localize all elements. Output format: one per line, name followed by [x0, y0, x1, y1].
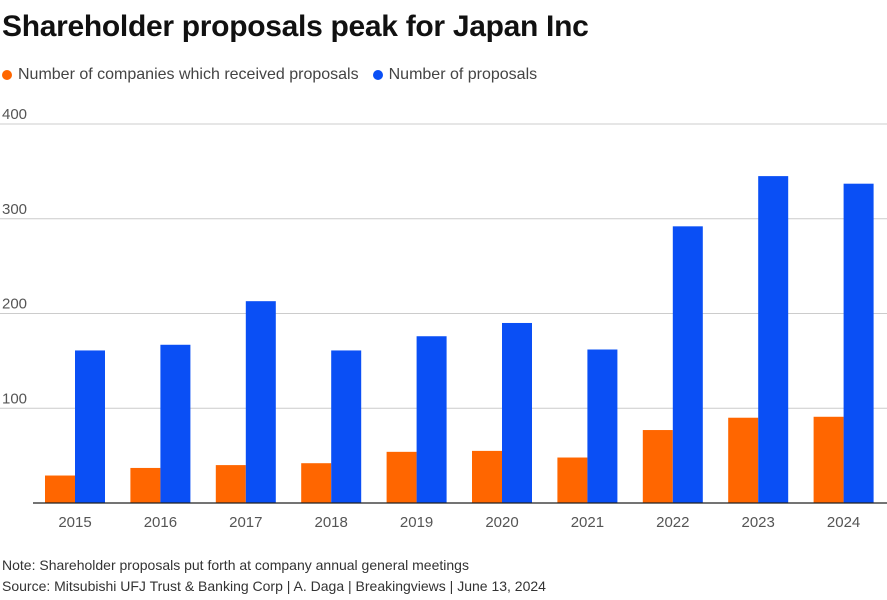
bar-companies: [557, 457, 588, 503]
bar-proposals: [502, 322, 532, 503]
bar-proposals: [587, 349, 618, 503]
bar-proposals: [416, 336, 447, 503]
bar-proposals: [331, 350, 362, 503]
bar-companies: [642, 430, 673, 503]
bar-proposals: [75, 350, 105, 503]
x-tick-label: 2024: [827, 514, 860, 531]
legend-item-companies: Number of companies which received propo…: [2, 66, 359, 84]
y-tick-label: 300: [2, 201, 27, 218]
bar-companies: [386, 451, 417, 503]
x-tick-label: 2021: [571, 514, 604, 531]
x-tick-label: 2023: [742, 514, 775, 531]
bar-companies: [301, 463, 332, 503]
bar-proposals: [245, 301, 276, 503]
bar-companies: [130, 467, 161, 503]
legend-item-proposals: Number of proposals: [372, 66, 538, 84]
legend-swatch-companies: [2, 70, 12, 80]
bar-proposals: [672, 226, 703, 503]
y-tick-label: 400: [2, 106, 27, 123]
x-tick-label: 2017: [229, 514, 262, 531]
legend-label-companies: Number of companies which received propo…: [18, 66, 359, 83]
legend-label-proposals: Number of proposals: [388, 66, 538, 83]
bar-companies: [45, 475, 75, 503]
bar-companies: [813, 416, 844, 503]
chart-source: Source: Mitsubishi UFJ Trust & Banking C…: [2, 578, 546, 594]
x-tick-label: 2016: [144, 514, 177, 531]
y-tick-label: 200: [2, 296, 27, 313]
y-tick-label: 100: [2, 390, 27, 407]
chart-title: Shareholder proposals peak for Japan Inc: [2, 10, 589, 43]
bar-companies: [472, 450, 502, 503]
chart-note: Note: Shareholder proposals put forth at…: [2, 557, 469, 573]
bar-companies: [728, 417, 759, 503]
bar-proposals: [160, 344, 191, 503]
legend-swatch-proposals: [372, 70, 383, 80]
x-tick-label: 2015: [58, 514, 91, 531]
x-tick-label: 2020: [485, 514, 518, 531]
x-tick-label: 2019: [400, 514, 433, 531]
bar-companies: [215, 465, 246, 503]
x-tick-label: 2018: [315, 514, 348, 531]
bar-proposals: [843, 183, 874, 503]
bar-proposals: [758, 176, 789, 504]
legend: Number of companies which received propo…: [2, 66, 551, 84]
x-tick-label: 2022: [656, 514, 689, 531]
